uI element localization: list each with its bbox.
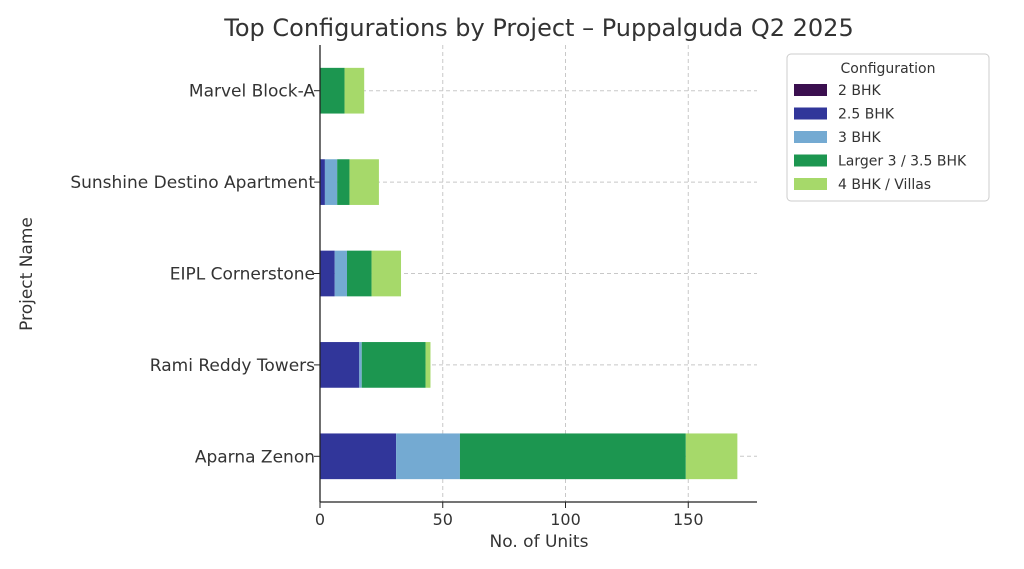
bar-segment bbox=[459, 433, 686, 480]
chart-title: Top Configurations by Project – Puppalgu… bbox=[223, 14, 853, 42]
bar-segment bbox=[425, 342, 431, 388]
legend-swatch bbox=[794, 84, 827, 96]
y-axis-label: Project Name bbox=[17, 217, 37, 331]
y-category-label: Aparna Zenon bbox=[195, 447, 315, 467]
bar-segment bbox=[396, 433, 460, 480]
y-categories: Aparna Zenon Rami Reddy Towers EIPL Corner… bbox=[70, 82, 320, 467]
bar-segment bbox=[371, 250, 402, 297]
bar-segment bbox=[320, 433, 397, 480]
legend-label: 2 BHK bbox=[838, 83, 881, 99]
legend-swatch bbox=[794, 131, 827, 143]
bar-segment bbox=[359, 342, 362, 388]
bar-segment bbox=[320, 342, 360, 388]
y-category-label: EIPL Cornerstone bbox=[170, 265, 315, 285]
bar-segment bbox=[685, 433, 738, 480]
legend: Configuration 2 BHK 2.5 BHK 3 BHK Larger 3 … bbox=[786, 53, 990, 202]
bar-segment bbox=[344, 67, 365, 114]
bar-segment bbox=[334, 250, 348, 297]
bar-segment bbox=[324, 159, 338, 205]
y-category-label: Sunshine Destino Apartment bbox=[70, 173, 315, 193]
bar-segment bbox=[337, 159, 350, 205]
x-tick-label: 100 bbox=[550, 510, 581, 529]
legend-label: 2.5 BHK bbox=[838, 107, 895, 123]
legend-swatch bbox=[794, 154, 827, 167]
legend-label: 3 BHK bbox=[838, 130, 881, 146]
x-ticks: 0 50 100 150 bbox=[315, 502, 704, 529]
x-axis-label: No. of Units bbox=[490, 532, 589, 552]
bar-segment bbox=[320, 67, 345, 114]
x-tick-label: 0 bbox=[315, 510, 325, 529]
legend-swatch bbox=[794, 178, 827, 190]
bar-segment bbox=[349, 159, 379, 205]
x-tick-label: 150 bbox=[673, 510, 704, 529]
bar-segment bbox=[320, 250, 335, 297]
bar-segment bbox=[320, 159, 325, 205]
x-tick-label: 50 bbox=[433, 510, 453, 529]
y-category-label: Marvel Block-A bbox=[189, 82, 315, 102]
bar-segment bbox=[347, 250, 372, 297]
bar-segment bbox=[361, 342, 426, 388]
legend-swatch bbox=[794, 107, 827, 120]
legend-label: Larger 3 / 3.5 BHK bbox=[838, 154, 967, 170]
bars bbox=[320, 67, 738, 480]
legend-title: Configuration bbox=[841, 61, 936, 77]
legend-label: 4 BHK / Villas bbox=[838, 177, 931, 193]
y-category-label: Rami Reddy Towers bbox=[150, 356, 315, 376]
legend-box bbox=[786, 53, 990, 202]
